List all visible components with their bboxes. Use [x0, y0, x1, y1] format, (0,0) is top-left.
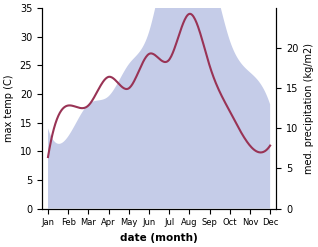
Y-axis label: max temp (C): max temp (C) — [4, 75, 14, 142]
X-axis label: date (month): date (month) — [120, 233, 198, 243]
Y-axis label: med. precipitation (kg/m2): med. precipitation (kg/m2) — [304, 43, 314, 174]
